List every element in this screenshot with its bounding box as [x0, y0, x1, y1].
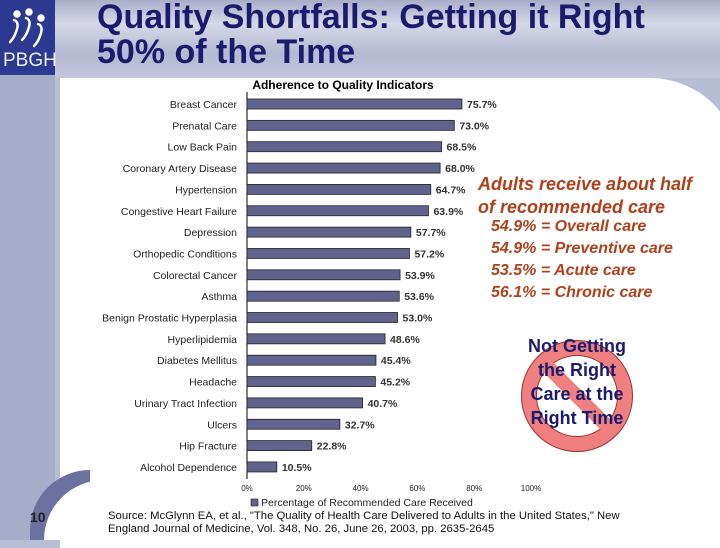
title-line-1: Quality Shortfalls: Getting it Right	[97, 0, 645, 36]
bar	[246, 333, 386, 345]
x-tick-label: 60%	[409, 484, 425, 493]
data-label: 45.2%	[380, 377, 410, 389]
bar	[246, 269, 401, 281]
data-label: 68.5%	[447, 142, 477, 154]
bar	[246, 183, 432, 195]
category-label: Orthopedic Conditions	[133, 248, 237, 260]
page-title: Quality Shortfalls: Getting it Right 50%…	[97, 0, 645, 70]
data-label: 68.0%	[445, 163, 475, 175]
category-label: Depression	[184, 227, 237, 239]
bar	[246, 141, 442, 153]
source-line-1: Source: McGlynn EA, et al., "The Quality…	[108, 510, 620, 522]
x-tick-label: 80%	[466, 484, 482, 493]
category-label: Hip Fracture	[179, 441, 237, 453]
data-label: 57.2%	[414, 248, 444, 260]
data-label: 63.9%	[433, 206, 463, 218]
data-label: 40.7%	[368, 398, 398, 410]
bar	[246, 248, 410, 259]
category-label: Hyperlipidemia	[168, 334, 238, 346]
logo-text: PBGH	[3, 50, 57, 71]
x-tick-label: 20%	[296, 484, 312, 493]
bar	[246, 376, 376, 387]
category-label: Low Back Pain	[168, 142, 238, 154]
bar	[246, 440, 313, 452]
x-tick-label: 100%	[521, 484, 541, 493]
bar	[246, 226, 412, 238]
bar	[246, 461, 278, 473]
data-label: 45.4%	[381, 355, 411, 367]
category-label: Congestive Heart Failure	[121, 206, 237, 218]
category-label: Prenatal Care	[172, 120, 237, 132]
source-citation: Source: McGlynn EA, et al., "The Quality…	[108, 510, 718, 536]
data-label: 22.8%	[317, 441, 347, 453]
no-sign-line: Care at the	[530, 384, 624, 404]
data-label: 75.7%	[467, 99, 497, 111]
pbgh-logo: PBGH	[0, 0, 57, 75]
category-label: Benign Prostatic Hyperplasia	[102, 313, 237, 325]
bar	[246, 98, 463, 110]
bar	[246, 290, 400, 302]
data-label: 64.7%	[436, 184, 466, 196]
source-line-2: England Journal of Medicine, Vol. 348, N…	[108, 523, 495, 535]
headline-line-2: of recommended care	[478, 197, 666, 217]
headline-note: Adults receive about half of recommended…	[478, 173, 692, 219]
data-label: 73.0%	[459, 120, 489, 132]
category-label: Headache	[189, 377, 237, 389]
bar	[246, 119, 455, 131]
chart-title: Adherence to Quality Indicators	[252, 78, 434, 92]
category-label: Diabetes Mellitus	[157, 355, 237, 367]
title-line-2: 50% of the Time	[97, 33, 356, 71]
data-label: 53.6%	[404, 291, 434, 303]
data-label: 53.9%	[405, 270, 435, 282]
category-label: Hypertension	[175, 184, 237, 196]
no-sign-text: Not Getting the Right Care at the Right …	[510, 334, 644, 430]
data-label: 48.6%	[390, 334, 420, 346]
category-label: Urinary Tract Infection	[134, 398, 237, 410]
bar	[246, 312, 398, 323]
data-label: 32.7%	[345, 419, 375, 431]
care-breakdown: 54.9% = Overall care 54.9% = Preventive …	[491, 216, 673, 304]
bar	[246, 354, 377, 366]
no-sign-line: the Right	[538, 360, 616, 380]
category-label: Asthma	[201, 291, 237, 303]
category-label: Breast Cancer	[170, 99, 238, 111]
header-background	[0, 0, 720, 78]
bar	[246, 162, 441, 174]
bar	[246, 418, 341, 430]
no-sign-line: Not Getting	[528, 336, 626, 356]
data-label: 53.0%	[403, 313, 433, 325]
care-item: 53.5% = Acute care	[491, 262, 636, 279]
category-label: Coronary Artery Disease	[123, 163, 238, 175]
people-figures-icon	[8, 8, 45, 48]
legend-swatch	[250, 498, 259, 507]
care-item: 54.9% = Overall care	[491, 218, 647, 235]
bar	[246, 205, 429, 217]
legend-label: Percentage of Recommended Care Received	[261, 497, 473, 509]
bar	[246, 397, 363, 409]
data-label: 57.7%	[416, 227, 446, 239]
headline-line-1: Adults receive about half	[478, 174, 693, 194]
care-item: 56.1% = Chronic care	[491, 284, 653, 301]
page-number: 10	[30, 509, 46, 525]
category-label: Colorectal Cancer	[153, 270, 238, 282]
data-label: 10.5%	[282, 462, 312, 474]
sidebar-band	[0, 75, 55, 540]
category-label: Ulcers	[207, 419, 237, 431]
category-label: Alcohol Dependence	[140, 462, 237, 474]
care-item: 54.9% = Preventive care	[491, 240, 673, 257]
x-tick-label: 0%	[241, 484, 253, 493]
no-sign-line: Right Time	[530, 408, 624, 428]
x-tick-label: 40%	[353, 484, 369, 493]
